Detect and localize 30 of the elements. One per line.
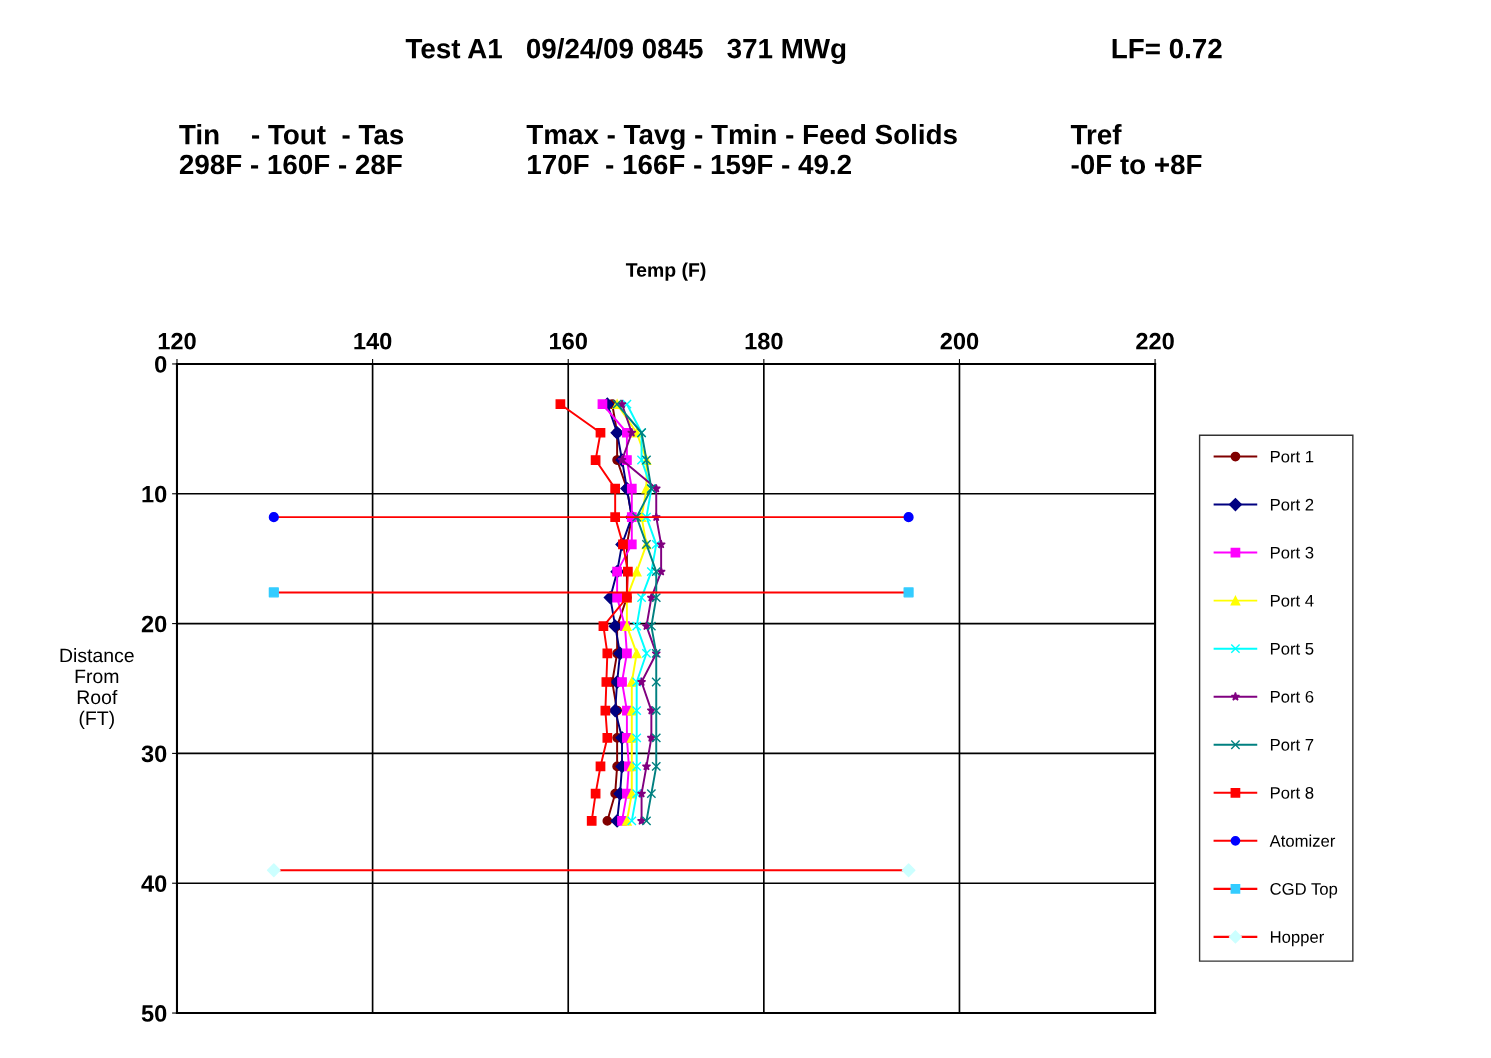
y-axis-title: Distance From Roof (FT) (60, 648, 134, 729)
x-tick-label: 220 (1136, 332, 1174, 350)
legend-label: Port 5 (1270, 643, 1314, 655)
legend-label: CGD Top (1270, 883, 1338, 899)
legend-label: Hopper (1270, 931, 1324, 947)
legend-label: Port 3 (1270, 546, 1314, 559)
y-tick-label: 40 (141, 875, 167, 893)
chart-subtitle: LF= 0.72 (1112, 38, 1222, 59)
x-tick-label: 200 (940, 332, 979, 350)
legend-label: Port 4 (1270, 595, 1314, 607)
legend-label: Port 1 (1270, 450, 1314, 463)
text: Tmax - Tavg - Tmin - Feed Solids 170F - 166F - 159F - 49.2 (526, 123, 957, 175)
y-tick-label: 50 (141, 1005, 167, 1022)
y-tick-label: 10 (142, 485, 167, 503)
y-tick-label: 20 (141, 615, 167, 633)
legend-label: Atomizer (1269, 834, 1336, 847)
chart-title: Test A1 09/24/09 0845 371 MWg (405, 38, 846, 65)
legend-label: Port 8 (1270, 786, 1314, 799)
legend-label: Port 7 (1270, 739, 1314, 751)
x-tick-label: 180 (745, 332, 783, 350)
text: Tref -0F to +8F (1070, 124, 1202, 175)
legend-label: Port 2 (1270, 498, 1314, 511)
text: Tin - Tout - Tas 298F - 160F - 28F (179, 124, 404, 175)
y-tick-label: 0 (155, 356, 167, 373)
x-tick-label: 140 (354, 332, 392, 350)
x-axis-title: Temp (F) (625, 262, 706, 281)
legend-label: Port 6 (1270, 690, 1314, 703)
x-tick-label: 120 (158, 332, 196, 350)
x-tick-label: 160 (550, 332, 587, 350)
y-tick-label: 30 (141, 745, 167, 763)
